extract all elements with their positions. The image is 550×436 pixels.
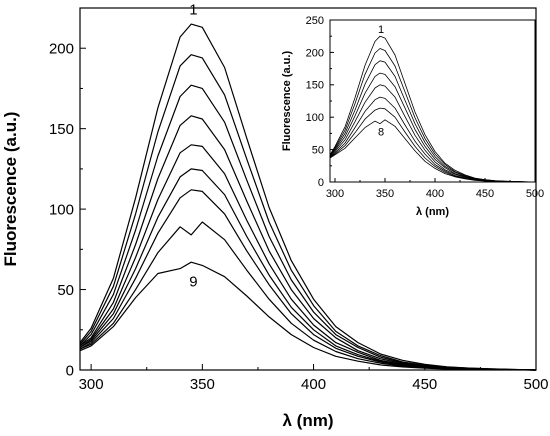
inset-y-ticks: 0 50 100 150 200 250 — [306, 15, 334, 189]
inset-y-axis-label: Fluorescence (a.u.) — [281, 51, 293, 152]
main-series-line-7 — [79, 189, 537, 371]
main-y-tick-label: 100 — [49, 201, 74, 218]
inset-annotations: 18 — [378, 24, 384, 138]
inset-y-tick-label: 200 — [306, 47, 324, 59]
inset-y-tick-label: 50 — [312, 144, 324, 156]
main-x-tick-label: 300 — [79, 376, 104, 393]
inset-series-group — [329, 35, 536, 183]
main-series-line-2 — [79, 54, 537, 371]
inset-curve-label-8: 8 — [378, 126, 384, 138]
inset-plot-frame — [329, 19, 536, 183]
main-x-tick-label: 350 — [190, 376, 215, 393]
inset-y-tick-label: 100 — [306, 112, 324, 124]
main-annotations: 19 — [189, 1, 197, 290]
main-x-ticks: 300 350 400 450 500 — [79, 364, 549, 393]
main-y-tick-label: 0 — [66, 362, 74, 379]
inset-series-line-7 — [329, 107, 536, 183]
main-series-line-3 — [79, 84, 537, 371]
inset-y-tick-label: 250 — [306, 15, 324, 27]
inset-x-tick-label: 300 — [326, 188, 344, 200]
main-y-tick-label: 200 — [49, 40, 74, 57]
main-y-tick-label: 50 — [57, 282, 74, 299]
main-series-line-4 — [79, 115, 537, 371]
inset-series-line-5 — [329, 84, 536, 183]
inset-series-line-1 — [329, 35, 536, 183]
main-y-tick-label: 150 — [49, 121, 74, 138]
main-x-tick-label: 500 — [523, 376, 548, 393]
inset-y-tick-label: 150 — [306, 80, 324, 92]
inset-x-tick-label: 450 — [476, 188, 494, 200]
inset-series-line-4 — [329, 72, 536, 183]
main-y-axis-label: Fluorescence (a.u.) — [1, 112, 20, 267]
inset-x-ticks: 300 350 400 450 500 — [326, 178, 544, 200]
main-series-line-9 — [79, 261, 537, 371]
inset-curve-label-1: 1 — [378, 24, 384, 36]
main-x-tick-label: 450 — [412, 376, 437, 393]
inset-x-tick-label: 500 — [526, 188, 544, 200]
inset-y-tick-label: 0 — [318, 177, 324, 189]
main-series-group — [79, 23, 537, 371]
main-x-tick-label: 400 — [301, 376, 326, 393]
main-plot-frame — [79, 7, 537, 371]
main-y-ticks: 0 50 100 150 200 — [49, 40, 86, 379]
main-x-axis-label: λ (nm) — [283, 411, 334, 430]
main-curve-label-9: 9 — [189, 273, 197, 290]
main-curve-label-1: 1 — [189, 1, 197, 18]
inset-x-tick-label: 400 — [426, 188, 444, 200]
inset-x-tick-label: 350 — [376, 188, 394, 200]
inset-x-axis-label: λ (nm) — [416, 206, 449, 218]
